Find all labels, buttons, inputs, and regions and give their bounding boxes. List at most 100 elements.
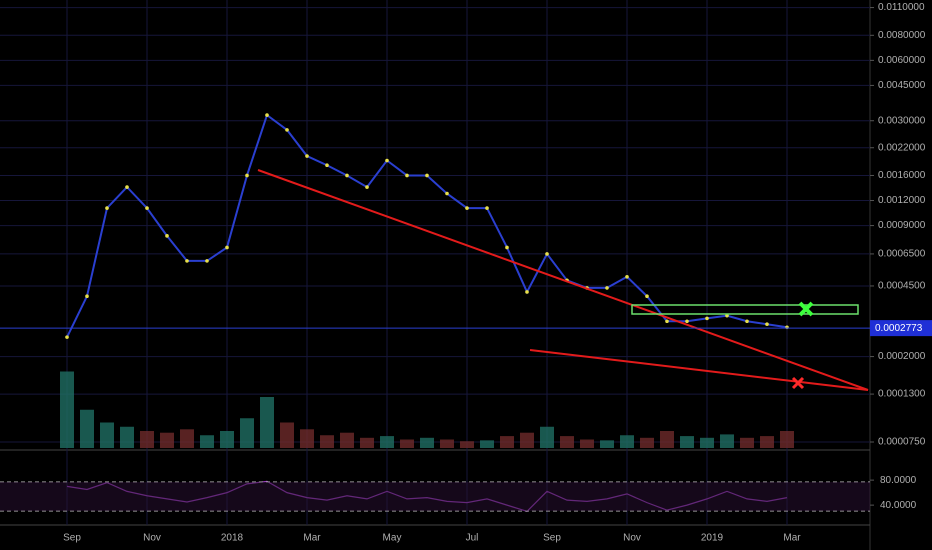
price-point bbox=[245, 173, 249, 178]
volume-bar bbox=[680, 436, 694, 448]
target-box bbox=[631, 304, 859, 315]
volume-bar bbox=[60, 371, 74, 448]
price-point bbox=[385, 158, 389, 163]
y-tick-label: 0.0110000 bbox=[878, 2, 925, 13]
volume-bar bbox=[520, 432, 534, 448]
current-price-box bbox=[870, 320, 932, 337]
volume-bar bbox=[720, 434, 734, 448]
volume-bar bbox=[360, 437, 374, 448]
price-point bbox=[685, 319, 689, 324]
price-point bbox=[445, 191, 449, 196]
volume-bar bbox=[740, 437, 754, 448]
trendline bbox=[529, 349, 869, 391]
price-point bbox=[525, 290, 529, 294]
y-tick-label: 0.0016000 bbox=[878, 170, 926, 181]
volume-bar bbox=[200, 435, 214, 448]
price-point bbox=[505, 245, 509, 250]
price-point bbox=[405, 173, 409, 178]
price-point bbox=[85, 294, 89, 299]
price-point bbox=[645, 294, 649, 299]
price-point bbox=[345, 173, 349, 178]
volume-bar bbox=[280, 422, 294, 448]
price-point bbox=[105, 206, 109, 210]
current-price-label: 0.0002773 bbox=[875, 323, 923, 334]
volume-bar bbox=[400, 439, 414, 448]
price-point bbox=[425, 173, 429, 178]
x-tick-label: Sep bbox=[63, 533, 81, 544]
price-point bbox=[165, 234, 169, 238]
y-tick-label: 0.0022000 bbox=[878, 142, 926, 153]
price-point bbox=[365, 185, 369, 189]
y-tick-label: 0.0009000 bbox=[878, 220, 926, 231]
volume-bar bbox=[300, 429, 314, 448]
volume-bar bbox=[120, 426, 134, 448]
volume-bar bbox=[620, 435, 634, 448]
price-point bbox=[205, 259, 209, 263]
price-point bbox=[705, 316, 709, 321]
volume-bar bbox=[260, 397, 274, 448]
volume-bar bbox=[140, 431, 154, 448]
price-point bbox=[125, 185, 129, 189]
volume-bar bbox=[780, 431, 794, 448]
y-tick-label: 0.0012000 bbox=[878, 195, 926, 206]
x-tick-label: May bbox=[383, 533, 402, 544]
price-point bbox=[185, 259, 189, 263]
price-point bbox=[625, 274, 629, 279]
price-point bbox=[545, 252, 549, 256]
rsi-band-fill bbox=[0, 482, 870, 511]
volume-bar bbox=[600, 440, 614, 448]
volume-bar bbox=[580, 439, 594, 448]
y-tick-label: 0.0060000 bbox=[878, 55, 926, 66]
price-point bbox=[465, 206, 469, 210]
x-tick-label: 2019 bbox=[701, 533, 724, 544]
volume-bar bbox=[440, 439, 454, 448]
volume-bar bbox=[760, 436, 774, 448]
price-point bbox=[665, 319, 669, 324]
y-tick-label: 0.0004500 bbox=[878, 281, 926, 292]
volume-bar bbox=[160, 432, 174, 448]
x-tick-label: Nov bbox=[143, 533, 161, 544]
y-tick-label: 0.0045000 bbox=[878, 80, 926, 91]
x-tick-label: Mar bbox=[303, 533, 321, 544]
volume-bar bbox=[100, 422, 114, 448]
price-point bbox=[65, 335, 69, 339]
y-tick-label: 0.0001300 bbox=[878, 389, 926, 400]
rsi-tick-label: 80.0000 bbox=[880, 475, 917, 486]
price-point bbox=[765, 322, 769, 327]
stop-mark bbox=[791, 376, 805, 390]
volume-bar bbox=[420, 437, 434, 448]
y-tick-label: 0.0000750 bbox=[878, 437, 926, 448]
volume-bar bbox=[560, 436, 574, 448]
volume-bar bbox=[480, 440, 494, 448]
volume-bar bbox=[460, 441, 474, 448]
y-tick-label: 0.0006500 bbox=[878, 249, 926, 260]
volume-bar bbox=[640, 437, 654, 448]
trendline bbox=[257, 169, 869, 391]
volume-bar bbox=[700, 437, 714, 448]
price-point bbox=[285, 128, 289, 132]
volume-bar bbox=[380, 436, 394, 448]
x-tick-label: 2018 bbox=[221, 533, 244, 544]
x-tick-label: Mar bbox=[783, 533, 801, 544]
x-tick-label: Jul bbox=[466, 533, 479, 544]
y-tick-label: 0.0080000 bbox=[878, 30, 926, 41]
volume-bar bbox=[180, 429, 194, 448]
volume-bar bbox=[80, 409, 94, 448]
volume-bar bbox=[660, 431, 674, 448]
x-tick-label: Sep bbox=[543, 533, 561, 544]
volume-bar bbox=[540, 426, 554, 448]
price-point bbox=[145, 206, 149, 210]
target-mark bbox=[798, 301, 814, 317]
volume-bar bbox=[220, 431, 234, 448]
price-point bbox=[305, 154, 309, 158]
volume-bar bbox=[320, 435, 334, 448]
rsi-tick-label: 40.0000 bbox=[880, 500, 917, 511]
price-point bbox=[325, 163, 329, 168]
volume-bar bbox=[340, 432, 354, 448]
price-point bbox=[745, 319, 749, 324]
y-tick-label: 0.0030000 bbox=[878, 115, 926, 126]
marks bbox=[0, 0, 870, 525]
price-point bbox=[605, 286, 609, 290]
